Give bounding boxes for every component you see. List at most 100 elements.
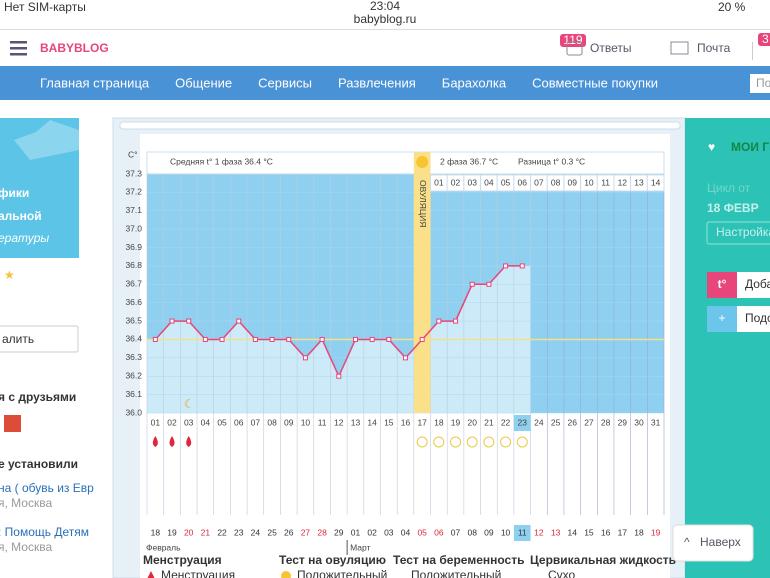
link[interactable]: на ( обувь из Евр [0, 481, 94, 495]
x-tick-label: 05 [217, 417, 227, 427]
nav-item[interactable]: Главная страница [40, 75, 150, 90]
date-label: 22 [217, 527, 227, 537]
icon-text: + [718, 311, 725, 325]
temp-point [152, 336, 158, 342]
badge [560, 34, 586, 47]
heart: ♥ [708, 140, 715, 154]
battery: 20 % [718, 0, 746, 14]
temp-point [269, 336, 275, 342]
date-label: 16 [601, 527, 611, 537]
nav-item[interactable]: Совместные покупки [532, 75, 658, 90]
phase2-day: 08 [551, 177, 561, 187]
phase2-day: 09 [568, 177, 578, 187]
phase2-day: 11 [601, 177, 610, 187]
up-arrow: ^ [684, 535, 690, 549]
sub: Подс [745, 311, 770, 325]
search[interactable] [750, 74, 770, 93]
x-tick-label: 13 [351, 417, 361, 427]
y-tick-label: 37.3 [125, 168, 142, 178]
date-label: 05 [417, 527, 427, 537]
date-label: 04 [401, 527, 411, 537]
date-label: 10 [501, 527, 511, 537]
date-label: 19 [651, 527, 661, 537]
temp-point [419, 336, 425, 342]
x-tick-label: 07 [251, 417, 261, 427]
day-box [646, 174, 665, 192]
nav-item[interactable]: Барахолка [442, 75, 507, 90]
nav-item[interactable]: Общение [175, 75, 232, 90]
groups[interactable]: МОИ ГР [731, 140, 770, 154]
x-tick-label: 18 [434, 417, 444, 427]
legend-title: Тест на овуляцию [279, 553, 386, 567]
legend-item: Сухо [548, 568, 576, 578]
sub-icon [707, 306, 737, 332]
legend-title: Тест на беременность [393, 553, 524, 567]
nav-item[interactable]: Развлечения [338, 75, 416, 90]
date-label: 12 [534, 527, 544, 537]
month: Февраль [146, 542, 181, 552]
banner-decor [14, 120, 79, 160]
legend-item: Положительный [297, 568, 387, 578]
x-tick-label: 09 [284, 417, 294, 427]
up-button[interactable] [672, 524, 754, 562]
ovulation-test [433, 436, 445, 448]
x-tick-label: 20 [467, 417, 477, 427]
ovulation: ОВУЛЯЦИЯ [418, 180, 428, 227]
phase2-day: 01 [434, 177, 444, 187]
date-label: 18 [151, 527, 161, 537]
settings-button[interactable] [706, 221, 770, 245]
button[interactable] [0, 325, 79, 353]
drop [169, 436, 175, 447]
phase2-day: 10 [584, 177, 594, 187]
date-label: 28 [317, 527, 327, 537]
drop [152, 436, 158, 447]
link[interactable]: : Помощь Детям [0, 525, 89, 539]
phase2-day: 05 [501, 177, 511, 187]
add: Доба [745, 277, 770, 291]
ovulation-test [500, 436, 512, 448]
phase2: 2 фаза 36.7 °С [440, 156, 498, 166]
x-tick-label: 17 [417, 417, 427, 427]
x-tick-label: 24 [534, 417, 544, 427]
add-icon [707, 272, 737, 298]
date-label: 27 [301, 527, 311, 537]
city: я, Москва [0, 496, 52, 510]
legend-icon [147, 571, 155, 578]
y-tick-label: 36.6 [125, 297, 142, 307]
mail[interactable]: Почта [697, 41, 731, 55]
temp-point [236, 318, 242, 324]
banner-text: фики [0, 186, 29, 200]
y-tick-label: 36.8 [125, 260, 142, 270]
y-tick-label: 36.7 [125, 279, 142, 289]
y-tick-label: 37.1 [125, 205, 142, 215]
phase2-day: 02 [451, 177, 461, 187]
phase1: Средняя t° 1 фаза 36.4 °С [170, 156, 273, 166]
date-label: 15 [584, 527, 594, 537]
answers[interactable]: Ответы [590, 41, 631, 55]
x-tick-label: 11 [318, 417, 327, 427]
search-text: По [756, 76, 770, 90]
time: 23:04 [370, 0, 400, 13]
badge-text: 119 [563, 33, 582, 47]
temp-point [202, 336, 208, 342]
nav-item[interactable]: Сервисы [258, 75, 312, 90]
up: Наверх [700, 535, 741, 549]
legend-item: Менструация [161, 568, 235, 578]
temp-point [469, 281, 475, 287]
menu-icon[interactable] [10, 41, 27, 56]
y-tick-label: 36.0 [125, 407, 142, 417]
x-tick-label: 15 [384, 417, 394, 427]
date-label: 06 [434, 527, 444, 537]
temp-point [319, 336, 325, 342]
ovulation-col [413, 152, 431, 413]
logo[interactable]: BABYBLOG [40, 41, 109, 55]
x-tick-label: 14 [367, 417, 377, 427]
temp-point [186, 318, 192, 324]
gplus[interactable] [4, 415, 21, 432]
divider [0, 29, 770, 30]
date-label: 24 [251, 527, 261, 537]
sep [752, 42, 753, 60]
date-label: 13 [551, 527, 561, 537]
icon [566, 41, 583, 56]
city: я, Москва [0, 540, 52, 554]
